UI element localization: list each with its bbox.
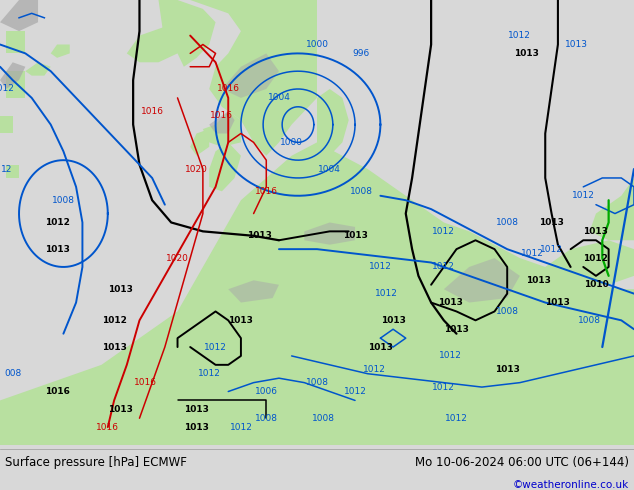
Polygon shape: [190, 0, 349, 169]
Text: 1013: 1013: [247, 231, 273, 240]
Text: 1016: 1016: [96, 422, 119, 432]
Text: 1013: 1013: [437, 298, 463, 307]
Polygon shape: [0, 374, 634, 445]
Text: 1012: 1012: [101, 316, 127, 325]
Text: 1004: 1004: [268, 94, 290, 102]
Text: 1013: 1013: [495, 365, 520, 374]
Text: 1008: 1008: [578, 316, 601, 325]
Text: 1016: 1016: [210, 111, 233, 120]
Text: 1013: 1013: [108, 405, 133, 414]
Text: 1013: 1013: [545, 298, 571, 307]
Text: 1010: 1010: [583, 280, 609, 289]
Polygon shape: [304, 222, 355, 245]
Text: 1012: 1012: [572, 191, 595, 200]
Text: 1012: 1012: [44, 218, 70, 227]
Text: 1020: 1020: [185, 165, 208, 173]
Text: 1012: 1012: [363, 365, 385, 374]
Polygon shape: [51, 45, 70, 58]
Polygon shape: [590, 178, 634, 240]
Text: 1013: 1013: [228, 316, 254, 325]
Text: 1008: 1008: [52, 196, 75, 205]
Text: 1012: 1012: [344, 387, 366, 396]
Text: 1013: 1013: [526, 276, 552, 285]
Text: 1012: 1012: [432, 263, 455, 271]
Text: Mo 10-06-2024 06:00 UTC (06+144): Mo 10-06-2024 06:00 UTC (06+144): [415, 456, 629, 468]
Text: 008: 008: [4, 369, 22, 378]
Text: 1013: 1013: [566, 40, 588, 49]
FancyBboxPatch shape: [6, 31, 25, 53]
Text: 1008: 1008: [496, 218, 519, 227]
Text: 1013: 1013: [101, 343, 127, 351]
Text: 1012: 1012: [445, 414, 468, 423]
Text: 1004: 1004: [318, 165, 341, 173]
Text: Surface pressure [hPa] ECMWF: Surface pressure [hPa] ECMWF: [5, 456, 187, 468]
Text: 1008: 1008: [255, 414, 278, 423]
Polygon shape: [165, 276, 266, 365]
Polygon shape: [158, 0, 216, 67]
Text: 1006: 1006: [255, 387, 278, 396]
Text: 1016: 1016: [44, 387, 70, 396]
Text: ©weatheronline.co.uk: ©weatheronline.co.uk: [513, 480, 629, 490]
Text: 996: 996: [353, 49, 370, 58]
Text: 1012: 1012: [583, 253, 609, 263]
Text: 1000: 1000: [306, 40, 328, 49]
Text: 1000: 1000: [280, 138, 303, 147]
Text: 1013: 1013: [444, 325, 469, 334]
FancyBboxPatch shape: [6, 71, 25, 98]
Text: 1013: 1013: [539, 218, 564, 227]
Text: 1016: 1016: [217, 84, 240, 94]
Text: 1008: 1008: [312, 414, 335, 423]
Text: 12: 12: [1, 165, 12, 173]
Polygon shape: [190, 129, 209, 156]
Polygon shape: [0, 62, 25, 89]
Text: 1012: 1012: [508, 31, 531, 40]
Text: 1012: 1012: [540, 245, 563, 254]
Polygon shape: [209, 143, 241, 191]
Text: 1012: 1012: [369, 263, 392, 271]
Text: 1013: 1013: [583, 227, 609, 236]
Text: 1016: 1016: [141, 107, 164, 116]
Text: 1012: 1012: [439, 351, 462, 361]
Polygon shape: [0, 0, 38, 31]
Text: 1016: 1016: [255, 187, 278, 196]
Polygon shape: [0, 143, 634, 445]
Polygon shape: [222, 53, 279, 98]
Text: 1013: 1013: [514, 49, 539, 58]
Text: 1013: 1013: [108, 285, 133, 294]
Polygon shape: [545, 240, 634, 285]
Text: 1012: 1012: [0, 84, 15, 94]
Polygon shape: [209, 111, 235, 133]
Text: 1013: 1013: [184, 422, 209, 432]
Polygon shape: [444, 258, 520, 302]
Text: 1013: 1013: [44, 245, 70, 254]
Polygon shape: [533, 302, 634, 365]
Text: 1012: 1012: [521, 249, 544, 258]
Text: 1012: 1012: [432, 383, 455, 392]
Polygon shape: [25, 62, 51, 75]
Text: 1016: 1016: [134, 378, 157, 387]
Text: 1012: 1012: [204, 343, 227, 351]
Text: 1008: 1008: [350, 187, 373, 196]
Polygon shape: [127, 26, 178, 62]
Text: 1013: 1013: [380, 316, 406, 325]
Polygon shape: [456, 302, 545, 356]
Text: 1013: 1013: [184, 405, 209, 414]
Polygon shape: [228, 280, 279, 302]
FancyBboxPatch shape: [0, 116, 13, 133]
Text: 1012: 1012: [230, 422, 252, 432]
Text: 1013: 1013: [368, 343, 393, 351]
Text: 1012: 1012: [432, 227, 455, 236]
Text: 1020: 1020: [166, 253, 189, 263]
FancyBboxPatch shape: [6, 165, 19, 178]
Text: 1012: 1012: [375, 289, 398, 298]
Text: 1013: 1013: [342, 231, 368, 240]
Text: 1008: 1008: [496, 307, 519, 316]
Text: 1008: 1008: [306, 378, 328, 387]
Polygon shape: [203, 111, 241, 147]
Text: 1012: 1012: [198, 369, 221, 378]
